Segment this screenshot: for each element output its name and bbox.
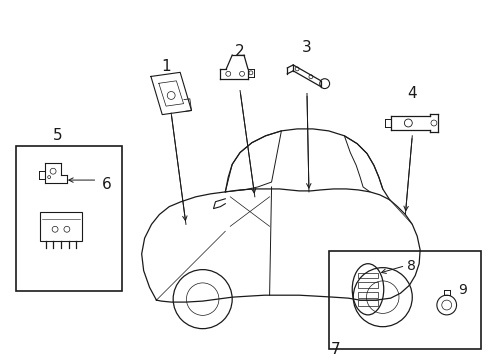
Text: 1: 1 (161, 59, 171, 75)
Text: 3: 3 (302, 40, 311, 55)
Bar (16, 146, 122, 291)
Text: 2: 2 (235, 44, 244, 59)
Text: 5: 5 (53, 128, 63, 143)
Bar (357, 273, 377, 279)
Bar (40, 212, 81, 241)
Bar (357, 292, 377, 298)
Text: 4: 4 (407, 86, 416, 101)
Text: 6: 6 (102, 177, 112, 193)
Bar (328, 251, 480, 349)
Text: 9: 9 (458, 283, 467, 297)
Bar (357, 300, 377, 306)
Text: 8: 8 (407, 259, 415, 273)
Text: 7: 7 (330, 342, 340, 357)
Bar (357, 282, 377, 288)
